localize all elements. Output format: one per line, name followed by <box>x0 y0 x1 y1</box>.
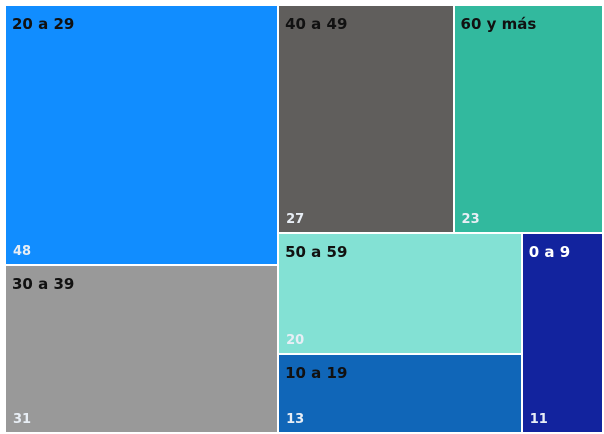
tile-value: 11 <box>529 411 548 427</box>
treemap-tile[interactable]: 50 a 59 20 <box>279 233 521 354</box>
tile-value: 31 <box>13 411 32 427</box>
tile-label: 40 a 49 <box>285 15 348 33</box>
tile-value: 20 <box>286 333 305 349</box>
treemap-tile[interactable]: 40 a 49 27 <box>279 6 453 232</box>
tile-label: 0 a 9 <box>528 242 571 261</box>
tile-label: 60 y más <box>460 15 537 33</box>
tile-label: 20 a 29 <box>12 15 75 33</box>
tile-value: 48 <box>13 244 32 260</box>
treemap-tile[interactable]: 60 y más 23 <box>454 6 602 232</box>
treemap-tile[interactable]: 0 a 9 11 <box>522 233 602 432</box>
treemap-tile[interactable]: 30 a 39 31 <box>6 266 278 432</box>
tile-label: 30 a 39 <box>12 275 75 294</box>
tile-label: 10 a 19 <box>285 364 348 383</box>
tile-value: 27 <box>286 211 305 227</box>
tile-label: 50 a 59 <box>285 242 348 261</box>
treemap-tile[interactable]: 10 a 19 13 <box>279 355 521 432</box>
tile-value: 13 <box>286 411 305 427</box>
treemap-tile[interactable]: 20 a 29 48 <box>6 6 278 265</box>
tile-value: 23 <box>461 211 480 227</box>
